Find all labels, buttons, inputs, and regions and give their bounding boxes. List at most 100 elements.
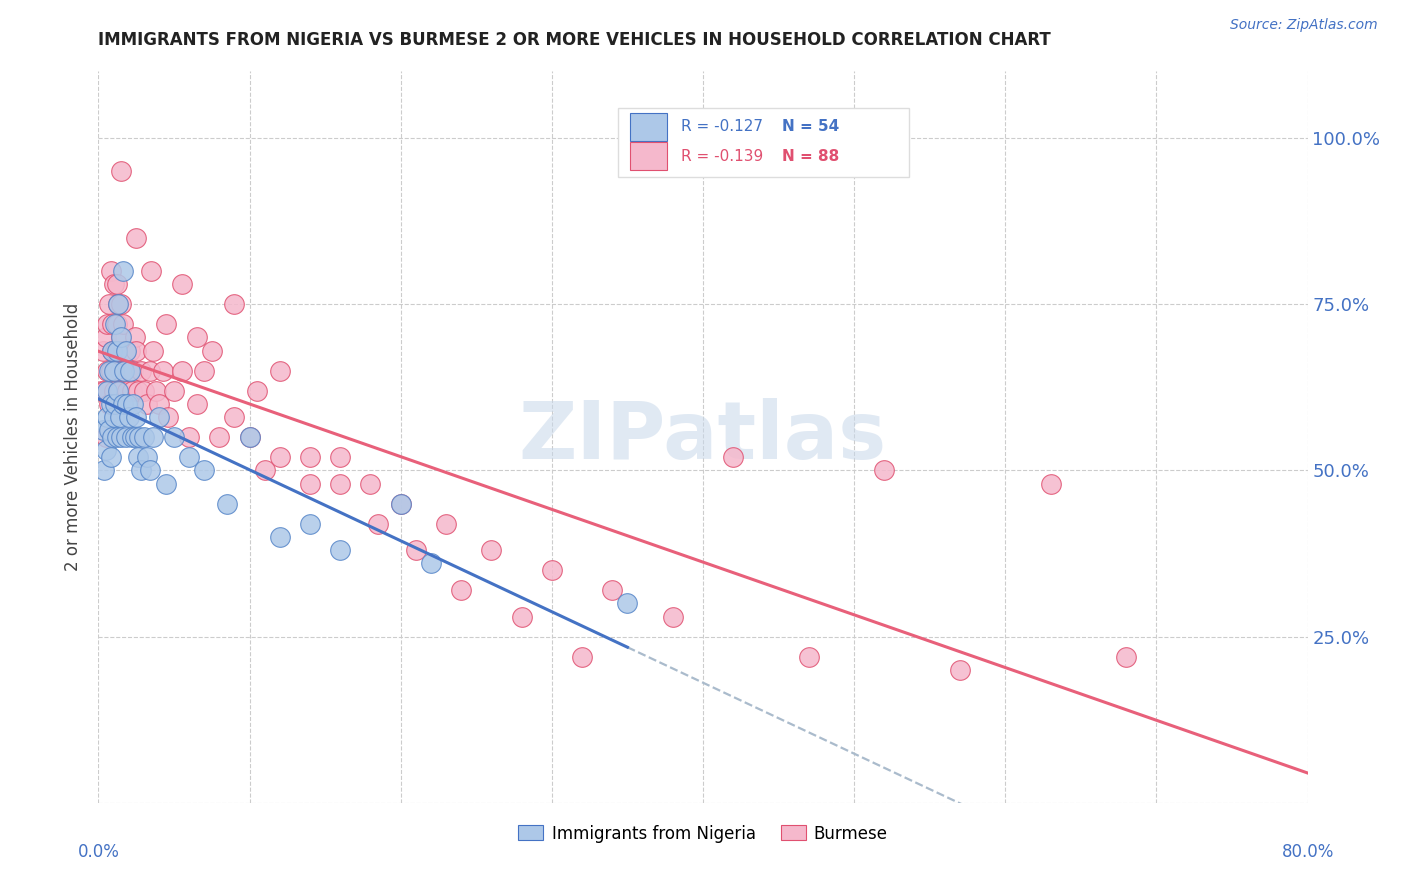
Point [135, 397, 157, 411]
Point [163, 430, 186, 444]
Point [103, 363, 125, 377]
Point [100, 264, 122, 278]
Point [120, 363, 142, 377]
Point [111, 397, 134, 411]
Point [208, 430, 231, 444]
Point [110, 297, 132, 311]
Point [145, 384, 167, 398]
Point [101, 430, 124, 444]
Point [107, 343, 129, 358]
Point [105, 343, 128, 358]
Point [111, 343, 134, 358]
Point [132, 430, 155, 444]
FancyBboxPatch shape [630, 113, 666, 141]
Point [103, 277, 125, 292]
Point [201, 343, 224, 358]
Point [118, 410, 141, 425]
Point [115, 384, 138, 398]
Point [94, 443, 117, 458]
Point [124, 430, 146, 444]
Point [127, 384, 149, 398]
Point [186, 330, 208, 344]
Point [142, 430, 165, 444]
Point [329, 450, 352, 464]
Point [1115, 649, 1137, 664]
Point [269, 530, 291, 544]
Point [571, 649, 593, 664]
Point [100, 363, 122, 377]
Point [135, 450, 157, 464]
Point [360, 476, 382, 491]
Text: R = -0.139: R = -0.139 [682, 149, 763, 164]
Point [114, 430, 136, 444]
Point [389, 497, 412, 511]
Point [132, 384, 155, 398]
Point [110, 430, 132, 444]
Point [405, 543, 427, 558]
Point [148, 410, 170, 425]
Point [510, 609, 533, 624]
Point [105, 277, 128, 292]
Point [101, 343, 124, 358]
Point [104, 363, 127, 377]
Point [107, 384, 129, 398]
Point [602, 582, 624, 597]
Point [873, 463, 896, 477]
Point [110, 330, 132, 344]
Point [114, 343, 136, 358]
Point [269, 450, 291, 464]
Point [142, 343, 165, 358]
Point [148, 397, 170, 411]
Point [329, 543, 352, 558]
Point [163, 384, 186, 398]
Point [107, 297, 129, 311]
Point [90, 384, 112, 398]
Point [111, 264, 134, 278]
Point [108, 363, 131, 377]
Point [224, 297, 246, 311]
Point [115, 397, 138, 411]
Point [125, 410, 148, 425]
Point [193, 363, 215, 377]
Text: Source: ZipAtlas.com: Source: ZipAtlas.com [1230, 18, 1378, 32]
Point [139, 363, 162, 377]
Point [949, 663, 972, 677]
Point [104, 343, 127, 358]
Point [121, 430, 143, 444]
Text: N = 54: N = 54 [782, 120, 839, 135]
Point [179, 450, 201, 464]
Point [94, 330, 117, 344]
Point [96, 317, 118, 331]
Point [420, 557, 443, 571]
Point [540, 563, 562, 577]
Point [253, 463, 276, 477]
Point [108, 384, 131, 398]
Point [105, 317, 128, 331]
Point [112, 363, 135, 377]
Point [110, 164, 132, 178]
Point [156, 410, 179, 425]
Y-axis label: 2 or more Vehicles in Household: 2 or more Vehicles in Household [65, 303, 83, 571]
Point [481, 543, 503, 558]
Point [367, 516, 389, 531]
Point [91, 424, 114, 438]
Point [124, 330, 146, 344]
Point [118, 363, 141, 377]
Point [103, 410, 125, 425]
Point [125, 343, 148, 358]
Point [179, 430, 201, 444]
Point [299, 476, 322, 491]
Point [103, 384, 125, 398]
Point [107, 297, 129, 311]
Point [450, 582, 472, 597]
Text: 0.0%: 0.0% [77, 843, 120, 861]
Text: R = -0.127: R = -0.127 [682, 120, 763, 135]
Point [1039, 476, 1062, 491]
Point [616, 596, 638, 610]
Point [100, 450, 122, 464]
Text: N = 88: N = 88 [782, 149, 839, 164]
Point [121, 384, 143, 398]
Point [110, 330, 132, 344]
Point [93, 463, 115, 477]
Point [98, 424, 121, 438]
